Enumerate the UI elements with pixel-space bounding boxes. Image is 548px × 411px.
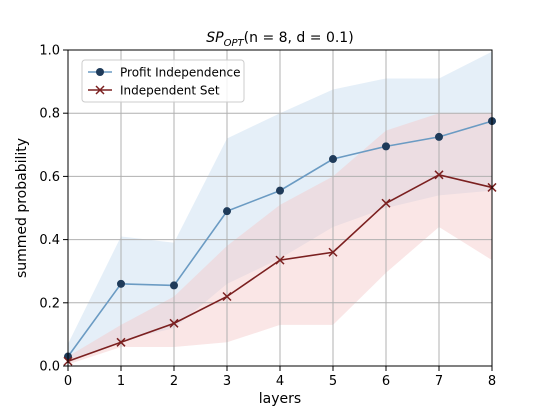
series-1-point — [434, 170, 444, 180]
legend-label: Independent Set — [120, 84, 220, 98]
y-tick-label: 0.0 — [39, 360, 60, 375]
legend-entry-0: Profit Independence — [88, 66, 240, 80]
legend-box — [81, 59, 245, 103]
series-0-point — [329, 155, 337, 164]
series-0-point — [117, 279, 125, 288]
series-0-point — [223, 207, 231, 216]
series-0-point — [435, 132, 443, 141]
x-axis-label: layers — [259, 391, 301, 407]
chart-title: SPOPT(n = 8, d = 0.1) — [206, 30, 353, 49]
x-marker-stroke — [275, 255, 285, 265]
x-marker-stroke — [169, 318, 179, 328]
x-marker-stroke — [434, 170, 444, 180]
x-tick-label: 5 — [329, 374, 337, 389]
x-tick-label: 8 — [488, 374, 496, 389]
legend-circle-marker — [96, 68, 104, 76]
series-0-point — [382, 142, 390, 151]
legend: Profit Independence Independent Set — [81, 59, 245, 103]
x-tick-label: 3 — [223, 374, 231, 389]
x-tick-label: 7 — [435, 374, 443, 389]
series-1-point — [169, 318, 179, 328]
series-0-point — [276, 186, 284, 195]
x-tick-label: 1 — [117, 374, 125, 389]
chart-title-prefix: SP — [206, 30, 224, 46]
series-1-point — [116, 337, 126, 347]
y-axis-label: summed probability — [14, 138, 30, 278]
y-tick-label: 1.0 — [39, 44, 60, 59]
y-tick-label: 0.2 — [39, 296, 60, 311]
x-marker-stroke — [222, 291, 232, 302]
x-axis-ticks: 0 1 2 3 4 5 6 7 8 — [64, 366, 496, 389]
chart-title-suffix: (n = 8, d = 0.1) — [244, 30, 354, 46]
x-marker-stroke — [381, 198, 391, 208]
x-tick-label: 6 — [382, 374, 390, 389]
y-tick-label: 0.4 — [39, 233, 60, 248]
x-tick-label: 0 — [64, 374, 72, 389]
series-1-point — [275, 255, 285, 265]
series-0-point — [170, 281, 178, 290]
legend-entry-1: Independent Set — [88, 84, 220, 98]
x-marker-stroke — [116, 337, 126, 347]
x-tick-label: 4 — [276, 374, 284, 389]
y-tick-label: 0.6 — [39, 170, 60, 185]
y-tick-label: 0.8 — [39, 107, 60, 122]
x-tick-label: 2 — [170, 374, 178, 389]
series-1-point — [381, 198, 391, 208]
chart-title-subscript: OPT — [224, 38, 245, 49]
y-axis-ticks: 0.0 0.2 0.4 0.6 0.8 1.0 — [39, 44, 68, 375]
series-1-point — [328, 247, 338, 257]
series-1-point — [222, 291, 232, 302]
x-marker-stroke — [328, 247, 338, 257]
legend-x-marker — [95, 85, 105, 95]
legend-label: Profit Independence — [120, 66, 240, 80]
